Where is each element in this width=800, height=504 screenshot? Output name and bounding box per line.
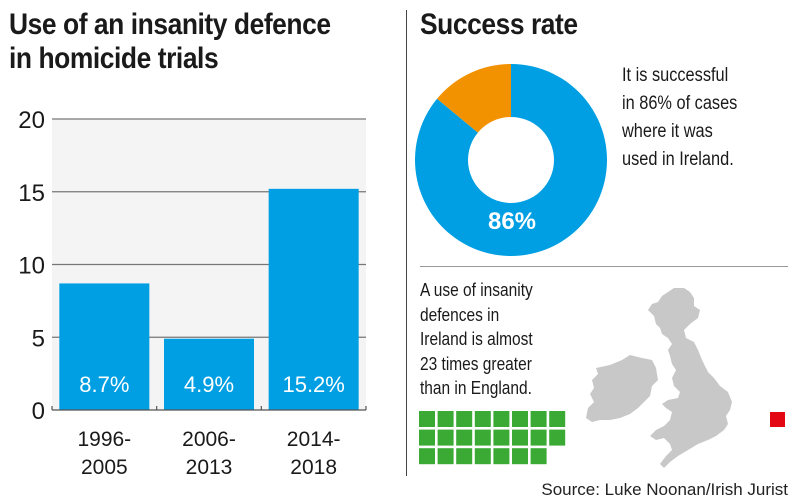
waffle-square <box>512 429 528 446</box>
british-isles-map-icon <box>586 288 785 468</box>
bar-chart-title-line2: in homicide trials <box>9 42 219 75</box>
waffle-square <box>419 429 435 446</box>
x-tick-label: 2018 <box>290 456 337 479</box>
bar-data-label: 15.2% <box>282 372 344 397</box>
donut-slice <box>415 64 607 256</box>
x-tick-label: 1996- <box>77 428 131 451</box>
donut-data-label: 86% <box>488 208 536 235</box>
waffle-square <box>474 411 491 427</box>
y-tick-label: 15 <box>18 180 45 207</box>
donut-description: It is successful in 86% of cases where i… <box>622 62 800 174</box>
bar <box>164 338 254 410</box>
waffle-square <box>549 411 566 427</box>
bar-data-label: 8.7% <box>79 372 129 397</box>
bar-chart-title-line1: Use of an insanity defence <box>9 8 331 41</box>
donut-description-line: where it was <box>622 121 713 142</box>
waffle-square <box>419 448 435 465</box>
bar <box>59 283 150 410</box>
waffle-square <box>549 429 566 446</box>
waffle-square <box>456 429 473 446</box>
waffle-square <box>474 448 491 465</box>
success-rate-title: Success rate <box>420 8 578 41</box>
great-britain-map-shape <box>648 288 732 468</box>
comparison-description-line: A use of insanity <box>420 280 533 300</box>
comparison-description-line: Ireland is almost <box>420 329 533 349</box>
x-tick-label: 2013 <box>186 456 233 479</box>
source-credit: Source: Luke Noonan/Irish Jurist <box>541 480 788 499</box>
waffle-square <box>456 448 473 465</box>
donut-description-line: used in Ireland. <box>622 149 734 170</box>
y-tick-label: 5 <box>32 325 45 352</box>
y-tick-label: 10 <box>18 253 45 280</box>
bar-chart-title: Use of an insanity defence in homicide t… <box>9 8 396 76</box>
bar <box>268 188 359 410</box>
waffle-square <box>530 448 547 465</box>
ireland-map-shape <box>586 355 658 422</box>
comparison-description-line: than in England. <box>420 378 532 398</box>
panel-divider <box>406 10 407 476</box>
waffle-square <box>456 411 473 427</box>
y-tick-label: 20 <box>18 107 45 134</box>
waffle-square <box>512 448 528 465</box>
waffle-square <box>474 429 491 446</box>
x-tick-label: 2014- <box>287 428 341 451</box>
x-tick-label: 2006- <box>182 428 236 451</box>
comparison-description-line: 23 times greater <box>420 353 532 374</box>
waffle-square <box>493 429 510 446</box>
waffle-square <box>437 448 454 465</box>
waffle-square <box>530 411 547 427</box>
waffle-square <box>493 411 510 427</box>
x-tick-label: 2005 <box>81 456 128 479</box>
waffle-square <box>437 429 454 446</box>
waffle-square <box>437 411 454 427</box>
donut-slice <box>437 64 511 133</box>
comparison-description-line: defences in <box>420 304 500 325</box>
bar-chart: 0 5 10 15 20 8.7% 1996- 2005 4.9% 2006- 2013 15.2% 2… <box>18 107 367 479</box>
england-marker <box>770 412 785 427</box>
donut-chart: 86% <box>415 64 607 256</box>
waffle-square <box>493 448 510 465</box>
donut-description-line: It is successful <box>622 65 729 86</box>
waffle-chart <box>419 411 566 465</box>
y-tick-label: 0 <box>32 398 45 425</box>
waffle-square <box>512 411 528 427</box>
waffle-square <box>419 411 435 427</box>
section-divider <box>420 266 788 267</box>
donut-description-line: in 86% of cases <box>622 93 738 114</box>
comparison-description: A use of insanity defences in Ireland is… <box>420 278 592 401</box>
waffle-square <box>530 429 547 446</box>
bar-data-label: 4.9% <box>184 372 234 397</box>
